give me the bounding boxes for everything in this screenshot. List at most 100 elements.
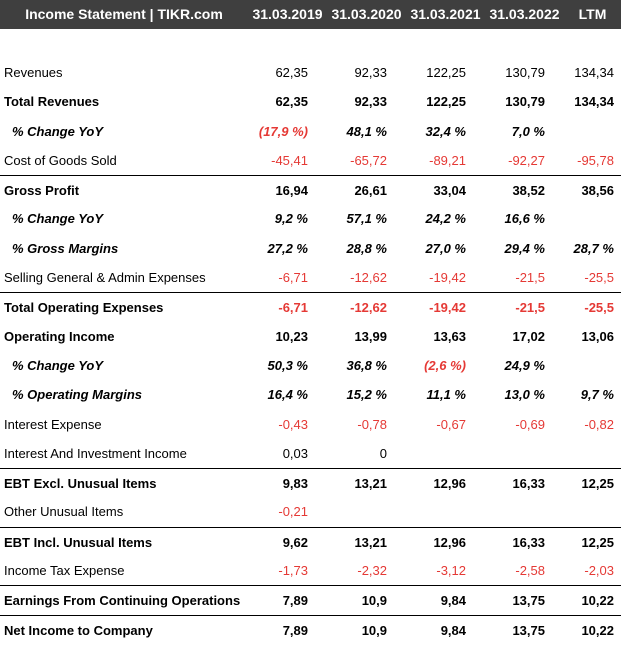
row-value: 10,23 (275, 328, 308, 344)
row-value: 24,9 % (504, 357, 545, 373)
table-row: Operating Income 10,23 13,99 13,63 17,02 13,0… (0, 322, 621, 351)
row-label: Operating Income (4, 328, 115, 344)
row-label: EBT Incl. Unusual Items (4, 534, 153, 550)
row-label: Cost of Goods Sold (4, 152, 117, 168)
row-value: 9,84 (440, 593, 466, 609)
row-value: 13,06 (581, 328, 614, 344)
table-row: Cost of Goods Sold -45,41 -65,72 -89,21 -92,… (0, 146, 621, 175)
row-value: 12,96 (433, 534, 466, 550)
row-value: 7,0 % (511, 123, 545, 139)
row-label: % Change YoY (12, 357, 104, 373)
table-row: Income Tax Expense -1,73 -2,32 -3,12 -2,58 -2… (0, 556, 621, 585)
row-value: 16,4 % (267, 387, 308, 403)
row-label: Interest Expense (4, 416, 102, 432)
row-value: -6,71 (278, 300, 308, 316)
table-row: Interest Expense -0,43 -0,78 -0,67 -0,69 -0,8… (0, 410, 621, 439)
row-value: 33,04 (433, 183, 466, 199)
row-value: 9,83 (282, 476, 308, 492)
row-label: Selling General & Admin Expenses (4, 270, 206, 286)
table-header: Income Statement | TIKR.com 31.03.2019 3… (0, 0, 621, 29)
row-value: 36,8 % (346, 357, 387, 373)
row-value: 17,02 (512, 328, 545, 344)
row-value: 9,2 % (274, 211, 308, 227)
row-label: Other Unusual Items (4, 504, 124, 520)
row-value: 13,75 (512, 622, 545, 638)
row-value: 130,79 (505, 65, 545, 80)
row-value: 50,3 % (267, 357, 308, 373)
row-value: -0,67 (436, 416, 466, 432)
row-value: 16,33 (512, 476, 545, 492)
row-value: 32,4 % (425, 123, 466, 139)
row-value: 13,21 (354, 534, 387, 550)
row-value: 16,33 (512, 534, 545, 550)
row-label: % Gross Margins (12, 240, 119, 256)
table-row: % Gross Margins 27,2 % 28,8 % 27,0 % 29,4 % 2… (0, 234, 621, 263)
table-row: Total Operating Expenses -6,71 -12,62 -19,4… (0, 292, 621, 321)
table-row: Net Income to Company 7,89 10,9 9,84 13,75 10… (0, 614, 621, 644)
row-value: 24,2 % (425, 211, 466, 227)
row-value: -1,73 (278, 563, 308, 579)
row-value: 38,52 (512, 183, 545, 199)
row-value: -95,78 (577, 152, 614, 168)
row-label: EBT Excl. Unusual Items (4, 476, 157, 492)
row-value: -19,42 (429, 270, 466, 286)
row-value: -19,42 (429, 300, 466, 316)
row-value: (2,6 %) (424, 357, 466, 373)
row-value: 122,25 (426, 94, 466, 110)
row-value: -0,21 (278, 504, 308, 520)
row-value: 28,7 % (573, 240, 614, 256)
table-row: Revenues 62,35 92,33 122,25 130,79 134,34 (0, 58, 621, 87)
row-value: -6,71 (278, 270, 308, 286)
row-value: -65,72 (350, 152, 387, 168)
row-value: 27,0 % (425, 240, 466, 256)
row-value: -45,41 (271, 152, 308, 168)
row-label: Revenues (4, 65, 63, 80)
row-value: 62,35 (275, 65, 308, 80)
row-label: Gross Profit (4, 183, 80, 199)
table-row: % Change YoY 50,3 % 36,8 % (2,6 %) 24,9 % (0, 351, 621, 380)
row-value: 27,2 % (267, 240, 308, 256)
column-header-2022: 31.03.2022 (489, 6, 560, 22)
table-row: % Change YoY 9,2 % 57,1 % 24,2 % 16,6 % (0, 204, 621, 233)
row-value: 57,1 % (346, 211, 387, 227)
row-value: 16,6 % (504, 211, 545, 227)
row-value: 10,22 (581, 622, 614, 638)
row-value: 9,62 (282, 534, 308, 550)
row-label: % Change YoY (12, 123, 104, 139)
row-value: 28,8 % (346, 240, 387, 256)
row-value: -2,58 (515, 563, 545, 579)
row-value: 10,9 (361, 593, 387, 609)
row-value: 92,33 (354, 65, 387, 80)
table-title: Income Statement | TIKR.com (25, 6, 223, 22)
row-value: 38,56 (581, 183, 614, 199)
table-row: Interest And Investment Income 0,03 0 (0, 439, 621, 468)
row-label: % Operating Margins (12, 387, 143, 403)
row-label: Total Operating Expenses (4, 300, 164, 316)
row-value: -21,5 (515, 300, 545, 316)
table-row: % Change YoY (17,9 %) 48,1 % 32,4 % 7,0 % (0, 117, 621, 146)
row-value: -25,5 (584, 300, 614, 316)
row-label: Total Revenues (4, 94, 100, 110)
row-value: -0,69 (515, 416, 545, 432)
row-value: 7,89 (282, 593, 308, 609)
row-value: 13,99 (354, 328, 387, 344)
row-value: 10,22 (581, 593, 614, 609)
row-value: 12,25 (581, 534, 614, 550)
row-value: 12,96 (433, 476, 466, 492)
row-value: 134,34 (574, 65, 614, 80)
row-value: 48,1 % (346, 123, 387, 139)
row-label: % Change YoY (12, 211, 104, 227)
row-value: 10,9 (361, 622, 387, 638)
row-value: 62,35 (275, 94, 308, 110)
row-value: -2,32 (357, 563, 387, 579)
column-header-ltm: LTM (578, 6, 607, 22)
row-value: 13,63 (433, 328, 466, 344)
table-row: EBT Excl. Unusual Items 9,83 13,21 12,96 16,… (0, 468, 621, 497)
row-value: -89,21 (429, 152, 466, 168)
table-row: Other Unusual Items -0,21 (0, 497, 621, 526)
row-value: -12,62 (350, 300, 387, 316)
row-value: 13,0 % (504, 387, 545, 403)
table-row: EBT Incl. Unusual Items 9,62 13,21 12,96 16,… (0, 526, 621, 556)
row-value: -0,78 (357, 416, 387, 432)
row-value: 15,2 % (346, 387, 387, 403)
